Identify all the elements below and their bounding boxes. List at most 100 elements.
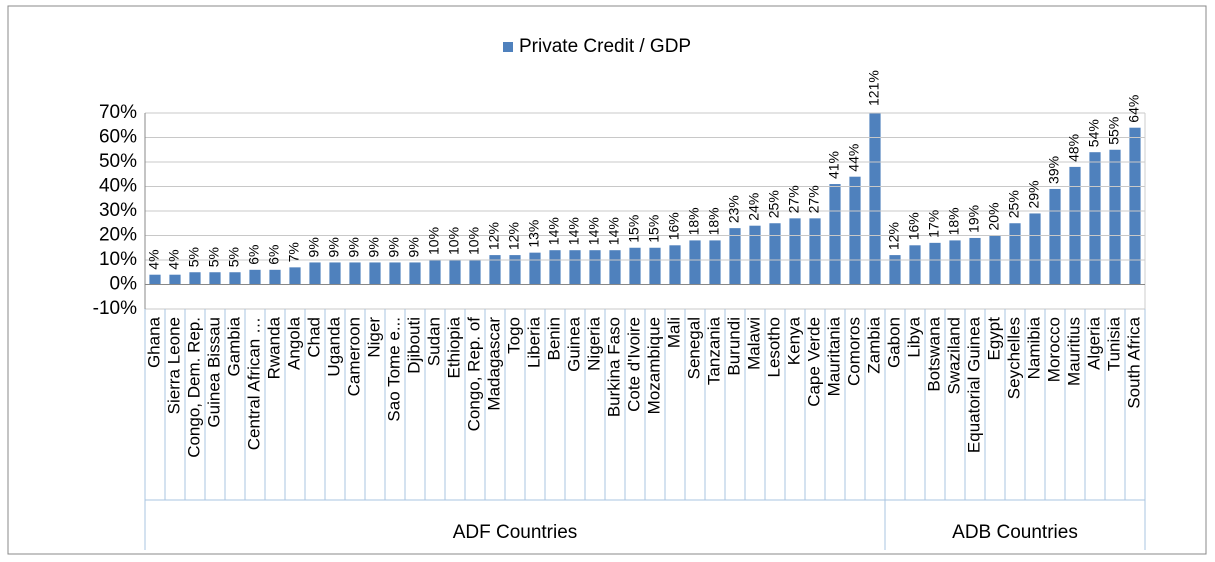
value-label: 6% [266, 245, 282, 265]
bar [629, 247, 641, 285]
x-tick-label: Uganda [324, 316, 343, 376]
legend-label: Private Credit / GDP [519, 36, 691, 57]
x-tick-label: Sierra Leone [164, 317, 183, 414]
x-tick-label: Guinea [564, 316, 583, 371]
bar [789, 218, 801, 285]
bar [329, 262, 341, 285]
bar [909, 245, 921, 285]
x-tick-label: Lesotho [764, 317, 783, 378]
value-label: 44% [846, 144, 862, 172]
bar [289, 267, 301, 285]
x-tick-label: Congo, Dem. Rep. [184, 317, 203, 458]
value-label: 12% [506, 222, 522, 250]
value-label: 9% [406, 237, 422, 257]
bar [809, 218, 821, 285]
bar [889, 255, 901, 285]
x-tick-label: Equatorial Guinea [964, 316, 983, 453]
x-tick-label: Tanzania [704, 316, 723, 385]
x-tick-label: Burkina Faso [604, 317, 623, 417]
bar [829, 184, 841, 285]
bar [189, 272, 201, 285]
value-label: 9% [386, 237, 402, 257]
y-tick-label: 70% [99, 102, 137, 123]
bar [729, 228, 741, 285]
x-tick-label: Djibouti [404, 317, 423, 374]
value-label: 54% [1086, 119, 1102, 147]
bar [849, 176, 861, 285]
bar [1089, 152, 1101, 285]
bar [469, 260, 481, 285]
value-label: 9% [346, 237, 362, 257]
bar [769, 223, 781, 285]
x-tick-label: Senegal [684, 317, 703, 379]
bar [1129, 127, 1141, 285]
bar [249, 269, 261, 285]
x-tick-label: Namibia [1024, 316, 1043, 379]
value-label: 14% [606, 217, 622, 245]
x-tick-label: Ghana [144, 316, 163, 368]
x-tick-label: Mali [664, 317, 683, 348]
value-label: 12% [886, 222, 902, 250]
bar [709, 240, 721, 285]
value-label: 6% [246, 245, 262, 265]
x-tick-label: Botswana [924, 316, 943, 391]
bar [749, 225, 761, 285]
bar [969, 237, 981, 285]
x-tick-label: Guinea Bissau [204, 317, 223, 428]
bar [1049, 188, 1061, 285]
value-label: 4% [166, 249, 182, 269]
value-label: 14% [566, 217, 582, 245]
value-label: 9% [366, 237, 382, 257]
x-tick-label: Niger [364, 317, 383, 358]
value-label: 39% [1046, 156, 1062, 184]
value-label: 9% [326, 237, 342, 257]
value-label: 10% [466, 227, 482, 255]
group-label: ADF Countries [453, 522, 578, 543]
value-label: 15% [646, 215, 662, 243]
x-tick-label: Mozambique [644, 317, 663, 414]
bar [649, 247, 661, 285]
x-tick-label: Mauritania [824, 316, 843, 396]
y-tick-label: 60% [99, 127, 137, 148]
x-tick-label: Burundi [724, 317, 743, 376]
x-tick-label: Liberia [524, 316, 543, 368]
value-label: 18% [706, 207, 722, 235]
bar [669, 245, 681, 285]
bar [1029, 213, 1041, 285]
value-label: 25% [1006, 190, 1022, 218]
x-tick-label: Chad [304, 317, 323, 358]
bar [209, 272, 221, 285]
bar [429, 260, 441, 285]
value-label: 13% [526, 220, 542, 248]
bar [589, 250, 601, 285]
value-label: 55% [1106, 117, 1122, 145]
bar [529, 252, 541, 285]
value-label: 48% [1066, 134, 1082, 162]
value-label: 29% [1026, 180, 1042, 208]
value-label: 17% [926, 210, 942, 238]
x-tick-label: Togo [504, 317, 523, 354]
bar [169, 274, 181, 285]
bar [929, 242, 941, 285]
bar [409, 262, 421, 285]
x-tick-label: Cameroon [344, 317, 363, 396]
x-tick-label: Egypt [984, 317, 1003, 361]
value-label: 27% [786, 185, 802, 213]
x-tick-label: Benin [544, 317, 563, 360]
value-label: 15% [626, 215, 642, 243]
value-label: 25% [766, 190, 782, 218]
legend-swatch [503, 42, 513, 52]
bar [549, 250, 561, 285]
x-tick-label: South Africa [1124, 316, 1143, 408]
value-label: 64% [1126, 95, 1142, 123]
y-tick-label: 30% [99, 200, 137, 221]
bar [369, 262, 381, 285]
x-tick-label: Nigeria [584, 316, 603, 370]
bar [1069, 166, 1081, 285]
bar [609, 250, 621, 285]
bar [269, 269, 281, 285]
x-tick-label: Gabon [884, 317, 903, 368]
bar [229, 272, 241, 285]
x-tick-label: Comoros [844, 317, 863, 386]
